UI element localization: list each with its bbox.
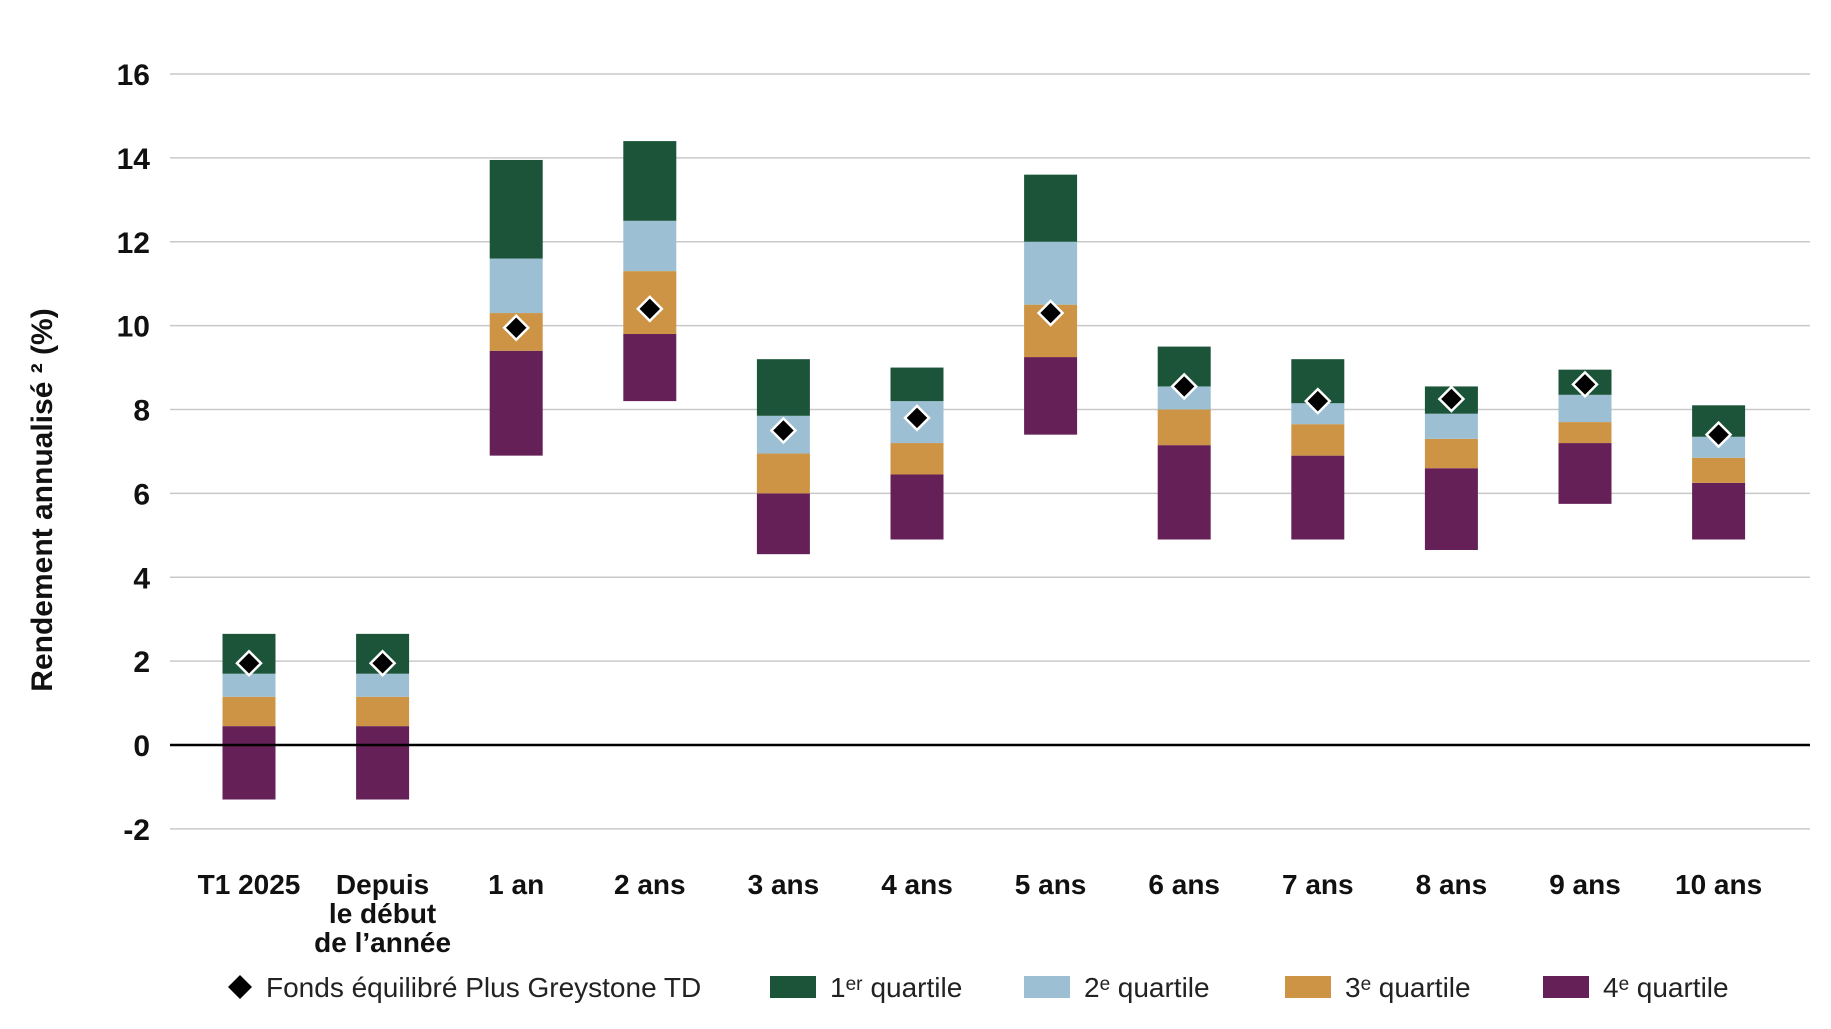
- fund-marker: [903, 404, 931, 432]
- q3-segment: [890, 443, 944, 475]
- fund-marker: [1437, 385, 1466, 413]
- x-category-label: 3 ans: [748, 869, 820, 900]
- x-category-label: 2 ans: [614, 869, 686, 900]
- fund-marker: [1304, 387, 1332, 415]
- legend-fund-swatch: [228, 975, 252, 999]
- y-tick-label: 4: [133, 562, 150, 595]
- x-category-label: 5 ans: [1015, 869, 1087, 900]
- q3-segment: [1291, 424, 1345, 456]
- q2-segment: [1558, 394, 1612, 423]
- legend-label-fund: Fonds équilibré Plus Greystone TD: [266, 972, 701, 1003]
- y-tick-label: -2: [123, 814, 150, 847]
- fund-marker: [769, 416, 798, 445]
- y-tick-label: 6: [133, 478, 150, 511]
- x-category-label: 4 ans: [881, 869, 953, 900]
- fund-marker: [1036, 299, 1065, 327]
- legend-swatch-q1: [770, 976, 816, 998]
- fund-marker: [1571, 370, 1599, 399]
- legend: Fonds équilibré Plus Greystone TD 1ᵉʳ qua…: [228, 972, 1729, 1003]
- x-category-label: 1 an: [488, 869, 544, 900]
- q1-segment: [623, 141, 677, 221]
- legend-label-q3: 3ᵉ quartile: [1345, 972, 1471, 1003]
- fund-marker: [502, 313, 530, 342]
- q3-segment: [222, 696, 276, 727]
- fund-marker: [368, 649, 397, 677]
- q3-segment: [356, 696, 410, 727]
- q4-segment: [222, 726, 276, 800]
- legend-swatch-q2: [1024, 976, 1070, 998]
- q3-segment: [1692, 457, 1746, 483]
- q2-segment: [489, 258, 543, 314]
- q2-segment: [623, 220, 677, 272]
- y-tick-label: 0: [133, 730, 150, 763]
- q1-segment: [890, 367, 944, 402]
- x-category-label: 10 ans: [1675, 869, 1762, 900]
- x-category-label: 8 ans: [1416, 869, 1488, 900]
- y-tick-labels: -2 0 2 4 6 8 10 12 14 16: [117, 59, 151, 847]
- q2-segment: [1424, 413, 1478, 439]
- q1-segment: [489, 159, 543, 259]
- q4-segment: [356, 726, 410, 800]
- x-category-label: 7 ans: [1282, 869, 1354, 900]
- q4-segment: [1157, 445, 1211, 540]
- x-category-label: T1 2025: [198, 869, 301, 900]
- q1-segment: [1024, 174, 1078, 242]
- gridlines: [170, 73, 1810, 830]
- y-tick-label: 12: [117, 227, 150, 260]
- q3-segment: [1157, 409, 1211, 446]
- legend-label-q1: 1ᵉʳ quartile: [830, 972, 962, 1003]
- q4-segment: [890, 474, 944, 540]
- q4-segment: [1291, 455, 1345, 540]
- legend-label-q2: 2ᵉ quartile: [1084, 972, 1210, 1003]
- fund-marker: [1704, 420, 1733, 449]
- fund-marker: [1170, 372, 1198, 401]
- y-tick-label: 14: [117, 143, 151, 176]
- bars: [222, 141, 1746, 800]
- y-axis-title: Rendement annualisé ² (%): [26, 308, 59, 691]
- q2-segment: [356, 673, 410, 697]
- q4-segment: [1558, 443, 1612, 504]
- legend-label-q4: 4ᵉ quartile: [1603, 972, 1729, 1003]
- q1-segment: [756, 359, 810, 416]
- q4-segment: [756, 493, 810, 555]
- legend-swatch-q3: [1285, 976, 1331, 998]
- q3-segment: [756, 453, 810, 494]
- q2-segment: [222, 673, 276, 697]
- x-category-label: 9 ans: [1549, 869, 1621, 900]
- q4-segment: [1024, 357, 1078, 435]
- fund-markers: [235, 295, 1733, 677]
- q3-segment: [1558, 422, 1612, 444]
- fund-marker: [636, 295, 664, 323]
- x-category-label: de l’année: [314, 927, 451, 958]
- y-tick-label: 10: [117, 311, 150, 344]
- q4-segment: [1424, 468, 1478, 550]
- q4-segment: [489, 350, 543, 456]
- q3-segment: [1424, 438, 1478, 469]
- legend-swatch-q4: [1543, 976, 1589, 998]
- y-tick-label: 2: [133, 646, 150, 679]
- fund-marker: [235, 649, 263, 677]
- q4-segment: [1692, 482, 1746, 540]
- y-tick-label: 16: [117, 59, 150, 92]
- x-category-label: Depuis: [336, 869, 429, 900]
- y-tick-label: 8: [133, 395, 150, 428]
- x-category-label: le début: [329, 898, 436, 929]
- q4-segment: [623, 334, 677, 402]
- q2-segment: [1024, 241, 1078, 305]
- x-category-label: 6 ans: [1148, 869, 1220, 900]
